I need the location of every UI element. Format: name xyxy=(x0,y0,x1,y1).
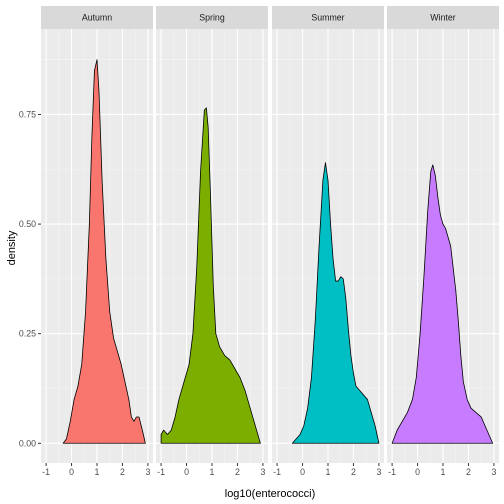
x-tick-label: 1 xyxy=(441,467,446,477)
facet-strip xyxy=(272,6,384,29)
facet-strip-label: Spring xyxy=(199,13,225,23)
facet-strip-label: Summer xyxy=(311,13,344,23)
facet-strip-label: Winter xyxy=(430,13,455,23)
facet-strip xyxy=(156,6,268,29)
x-tick-label: -1 xyxy=(157,467,165,477)
x-tick-label: 0 xyxy=(184,467,189,477)
x-tick-label: 1 xyxy=(95,467,100,477)
x-tick-label: -1 xyxy=(388,467,396,477)
x-tick-label: 3 xyxy=(260,467,265,477)
x-tick-label: 0 xyxy=(69,467,74,477)
density-area xyxy=(391,164,494,444)
x-tick-label: -1 xyxy=(42,467,50,477)
facet-spring: Spring -1 0 1 2 3 xyxy=(156,6,268,477)
x-tick-label: 3 xyxy=(376,467,381,477)
x-tick-label: 2 xyxy=(466,467,471,477)
x-tick-label: 2 xyxy=(120,467,125,477)
density-area xyxy=(291,162,380,444)
y-tick-label: 0.00 xyxy=(19,438,36,448)
y-axis-title: density xyxy=(6,230,18,265)
facet-strip xyxy=(387,6,499,29)
y-axis: 0.00 0.25 0.50 0.75 xyxy=(19,109,41,448)
x-tick-label: -1 xyxy=(273,467,281,477)
x-tick-label: 0 xyxy=(300,467,305,477)
x-tick-label: 3 xyxy=(145,467,150,477)
x-tick-label: 0 xyxy=(415,467,420,477)
x-tick-label: 2 xyxy=(351,467,356,477)
density-area xyxy=(160,107,261,444)
x-tick-label: 2 xyxy=(235,467,240,477)
facet-summer: Summer -1 0 1 2 3 xyxy=(272,6,384,477)
density-area xyxy=(62,59,146,444)
facet-strip-label: Autumn xyxy=(82,13,112,23)
y-tick-label: 0.50 xyxy=(19,219,36,229)
x-tick-label: 1 xyxy=(210,467,215,477)
y-tick-label: 0.75 xyxy=(19,109,36,119)
facet-strip xyxy=(41,6,153,29)
facet-autumn: Autumn -1 0 1 2 3 xyxy=(41,6,153,477)
x-axis-title: log10(enterococci) xyxy=(225,488,316,500)
facet-winter: Winter -1 0 1 2 3 xyxy=(387,6,499,477)
y-tick-label: 0.25 xyxy=(19,329,36,339)
x-tick-label: 3 xyxy=(491,467,496,477)
x-tick-label: 1 xyxy=(326,467,331,477)
